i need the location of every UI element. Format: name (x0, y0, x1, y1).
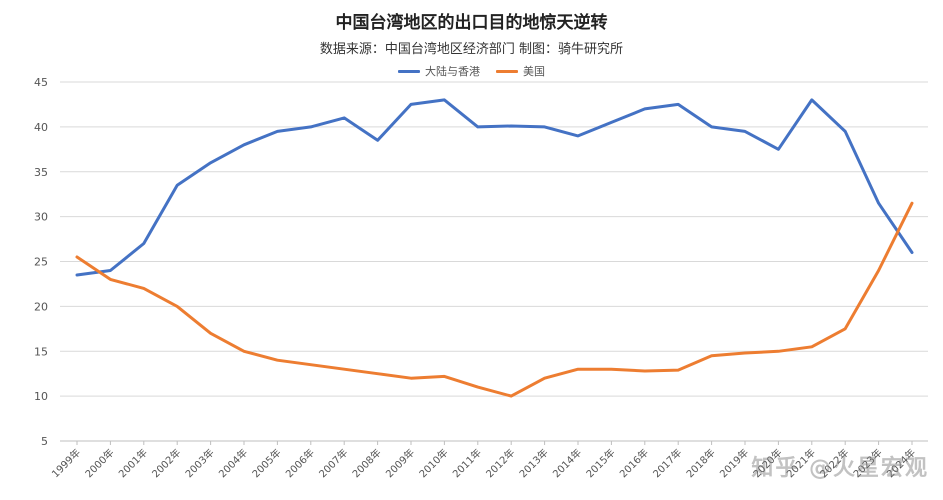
x-tick-label-14: 2013年 (516, 446, 550, 480)
y-tick-label-25: 25 (34, 256, 48, 269)
x-tick-label-6: 2005年 (249, 446, 283, 480)
x-tick-label-17: 2016年 (617, 446, 651, 480)
legend-item-series-1: 大陆与香港 (398, 63, 480, 79)
legend-label-series-2: 美国 (523, 65, 545, 78)
y-tick-label-35: 35 (34, 166, 48, 179)
y-tick-label-15: 15 (34, 345, 48, 358)
x-tick-label-3: 2002年 (149, 446, 183, 480)
x-tick-label-13: 2012年 (483, 446, 517, 480)
x-tick-label-4: 2003年 (182, 446, 216, 480)
x-tick-label-1: 2000年 (82, 446, 116, 480)
series-line-1 (75, 98, 914, 277)
y-tick-label-45: 45 (34, 76, 48, 89)
chart-title: 中国台湾地区的出口目的地惊天逆转 (335, 13, 608, 33)
x-tick-label-2: 2001年 (116, 446, 150, 480)
x-tick-label-7: 2006年 (283, 446, 317, 480)
x-tick-label-12: 2011年 (450, 446, 484, 480)
x-tick-label-11: 2010年 (416, 446, 450, 480)
x-tick-label-10: 2009年 (383, 446, 417, 480)
x-tick-label-5: 2004年 (216, 446, 250, 480)
series-line-2 (75, 201, 914, 398)
x-tick-label-18: 2017年 (650, 446, 684, 480)
x-tick-label-9: 2008年 (349, 446, 383, 480)
chart-subtitle: 数据来源：中国台湾地区经济部门 制图：骑牛研究所 (319, 42, 624, 57)
legend-item-series-2: 美国 (496, 63, 545, 79)
watermark: 知乎 @火星宏观 (751, 456, 929, 481)
legend-swatch-series-2 (496, 69, 518, 73)
y-tick-label-5: 5 (41, 435, 48, 448)
y-tick-label-30: 30 (34, 211, 48, 224)
legend-swatch-series-1 (398, 69, 420, 73)
x-tick-label-16: 2015年 (583, 446, 617, 480)
y-tick-label-20: 20 (34, 300, 48, 313)
x-tick-label-15: 2014年 (550, 446, 584, 480)
x-tick-label-19: 2018年 (683, 446, 717, 480)
y-tick-label-10: 10 (34, 390, 48, 403)
x-tick-label-20: 2019年 (717, 446, 751, 480)
x-tick-label-0: 1999年 (49, 446, 83, 480)
legend: 大陆与香港 美国 (0, 63, 943, 79)
legend-label-series-1: 大陆与香港 (425, 65, 480, 78)
x-tick-label-8: 2007年 (316, 446, 350, 480)
y-tick-label-40: 40 (34, 121, 48, 134)
